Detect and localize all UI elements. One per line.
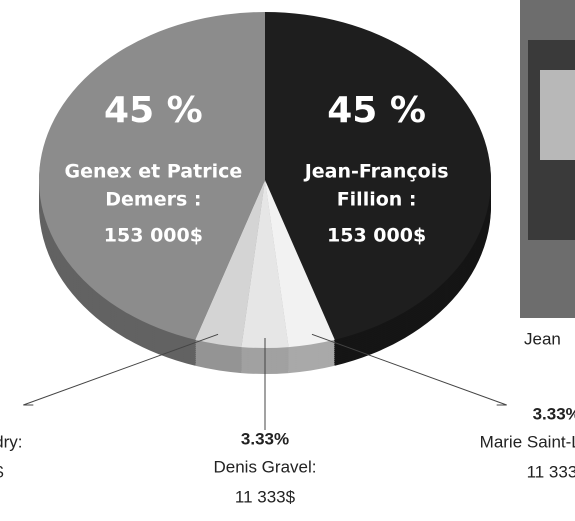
value-label: 45 % [104, 90, 203, 131]
photo-caption: Jean [524, 329, 561, 348]
amount-label: 153 000$ [327, 225, 426, 247]
slice-label: Genex et Patrice [65, 161, 243, 183]
chart: Jean 45 % Jean-François Fillion : 153 000$ 3… [0, 0, 575, 516]
value-label: 45 % [327, 90, 426, 131]
amount-label: 11 333$ [0, 462, 4, 481]
slice-label: Yves Landry: [0, 432, 22, 451]
leader-line [312, 334, 507, 405]
slice-label: Demers : [105, 189, 201, 211]
amount-label: 11 333$ [235, 487, 296, 506]
value-label: 3.33% [533, 404, 575, 423]
slice-label: Denis Gravel: [214, 457, 317, 476]
leader-line [23, 334, 218, 405]
value-label: 3.33% [241, 429, 289, 448]
slice-label: Jean-François [303, 161, 449, 183]
photo-face [540, 70, 575, 160]
amount-label: 11 333$ [527, 462, 575, 481]
slice-label: Marie Saint-Laurent: [480, 432, 575, 451]
amount-label: 153 000$ [104, 225, 203, 247]
slice-label: Fillion : [337, 189, 417, 211]
